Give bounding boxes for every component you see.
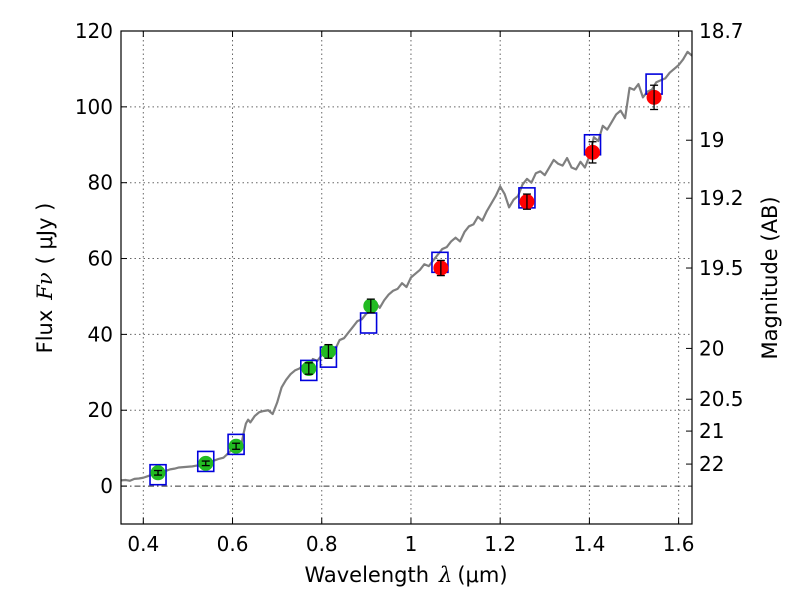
y-tick-label: 80 bbox=[88, 171, 113, 195]
x-tick-label: 0.4 bbox=[127, 532, 159, 556]
x-axis-label-text: Wavelength bbox=[304, 563, 429, 587]
model-photometry-box bbox=[227, 433, 245, 456]
x-axis-label-symbol: λ bbox=[438, 563, 452, 587]
plot-frame bbox=[120, 30, 693, 525]
y-axis-label: Flux Fν ( μJy ) bbox=[33, 203, 57, 354]
y-tick-label: 40 bbox=[88, 322, 113, 346]
data-marks bbox=[149, 73, 663, 486]
right-tick-label: 19.5 bbox=[699, 256, 744, 280]
x-tick-label: 1 bbox=[405, 532, 418, 556]
x-tick-label: 1.2 bbox=[484, 532, 516, 556]
right-axis-label: Magnitude (AB) bbox=[758, 196, 782, 359]
model-photometry-box bbox=[196, 450, 215, 473]
axis-ticks bbox=[121, 30, 692, 524]
y-axis-label-text: Flux bbox=[33, 310, 57, 354]
x-tick-label: 1.6 bbox=[663, 532, 695, 556]
plot-area bbox=[121, 50, 692, 482]
spectrum-line bbox=[121, 50, 692, 482]
x-tick-label: 0.6 bbox=[217, 532, 249, 556]
x-axis-label: Wavelength λ (μm) bbox=[304, 563, 507, 587]
right-tick-label: 19.2 bbox=[699, 186, 744, 210]
model-photometry-box bbox=[300, 359, 318, 382]
model-photometry-box bbox=[149, 463, 167, 486]
y-axis-label-unit: ( μJy ) bbox=[33, 203, 57, 265]
x-tick-label: 0.8 bbox=[306, 532, 338, 556]
y-tick-label: 0 bbox=[100, 474, 113, 498]
right-tick-label: 19 bbox=[699, 128, 724, 152]
y-tick-label: 60 bbox=[88, 247, 113, 271]
right-tick-label: 20.5 bbox=[699, 387, 744, 411]
y-axis-label-symbol: Fν bbox=[33, 272, 57, 301]
x-axis-label-unit: (μm) bbox=[457, 563, 507, 587]
right-tick-label: 21 bbox=[699, 419, 724, 443]
x-tick-label: 1.4 bbox=[573, 532, 605, 556]
y-tick-label: 20 bbox=[88, 398, 113, 422]
y-tick-label: 120 bbox=[75, 19, 113, 43]
y-tick-label: 100 bbox=[75, 95, 113, 119]
right-tick-label: 20 bbox=[699, 336, 724, 360]
right-tick-label: 22 bbox=[699, 452, 724, 476]
tick-labels: 0.4 0.6 0.8 1 1.2 1.4 1.6 0 20 40 60 80 100 120 18.7 19… bbox=[75, 19, 744, 556]
right-tick-label: 18.7 bbox=[699, 19, 744, 43]
